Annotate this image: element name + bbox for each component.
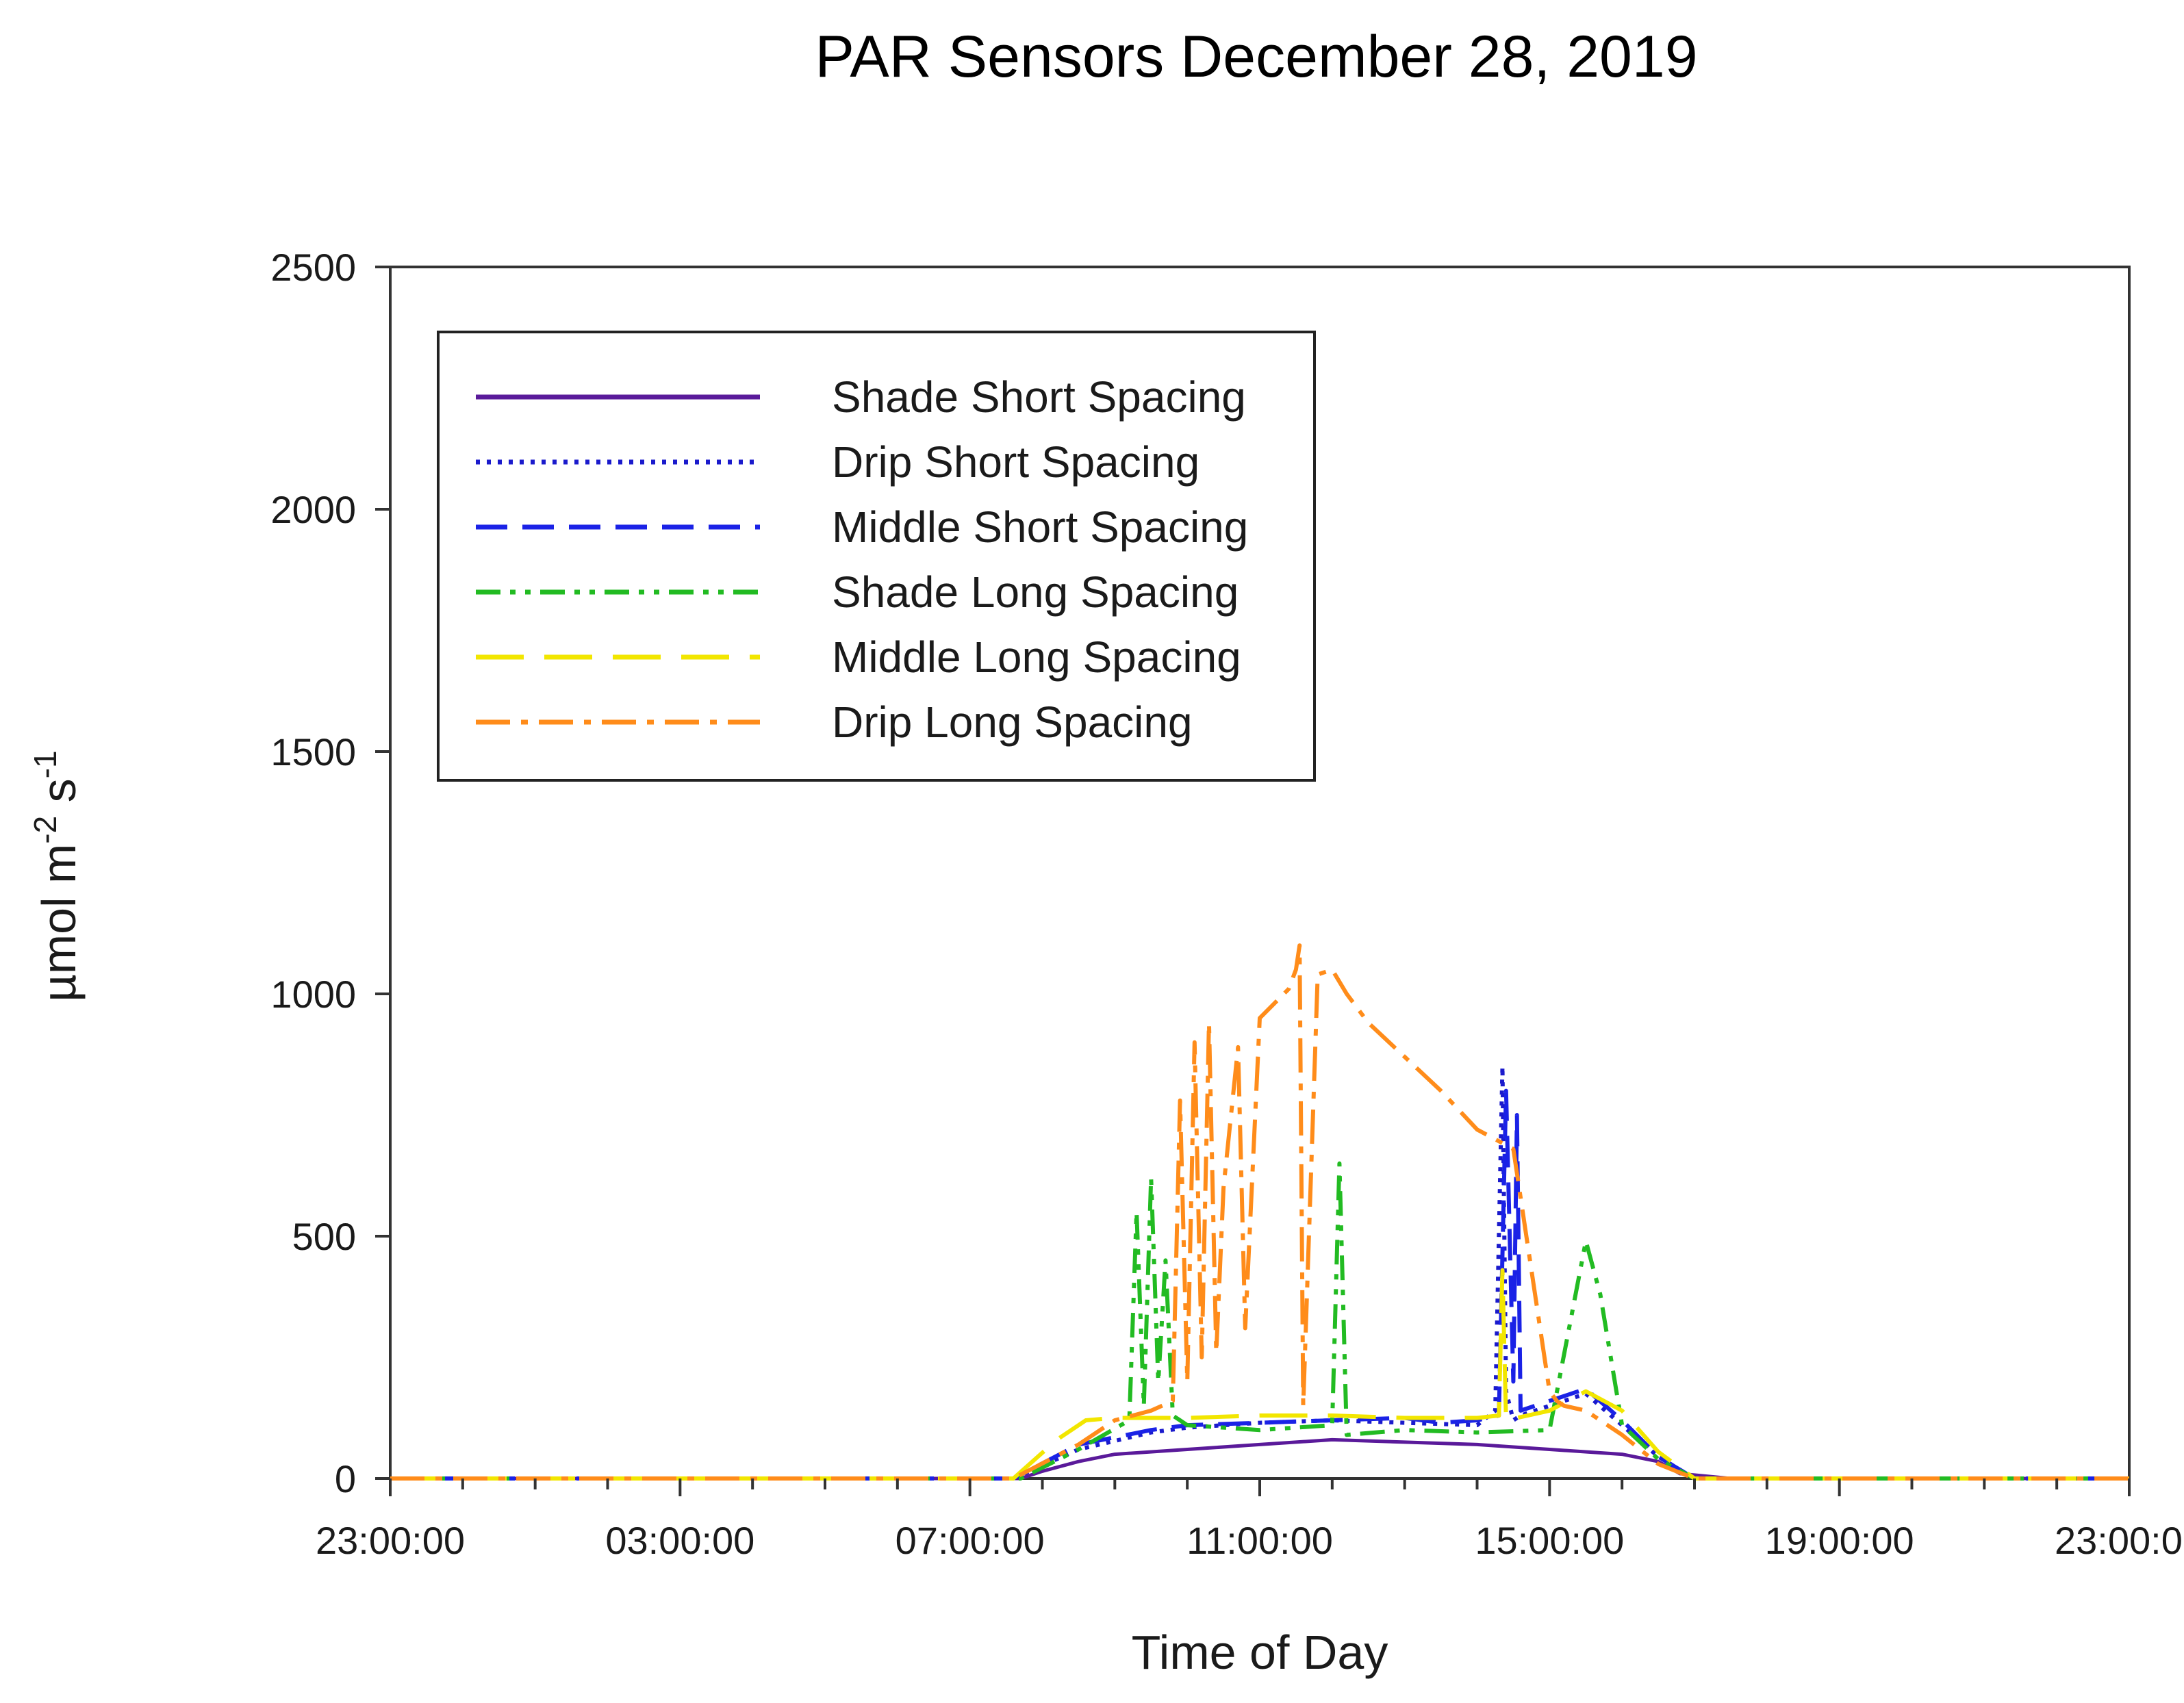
series-line-2 bbox=[390, 1088, 2129, 1481]
legend-label: Middle Short Spacing bbox=[832, 502, 1248, 552]
series-layer bbox=[390, 943, 2129, 1481]
x-axis-label: Time of Day bbox=[1132, 1626, 1388, 1679]
x-tick-label: 11:00:00 bbox=[1186, 1519, 1333, 1562]
series-line-0 bbox=[390, 1437, 2129, 1481]
y-tick-label: 500 bbox=[292, 1215, 356, 1258]
series-line-3 bbox=[390, 1161, 2129, 1481]
y-axis: 0 500 1000 1500 2000 2500 bbox=[270, 246, 390, 1500]
y-axis-label: µmol m-2 s-1 bbox=[27, 750, 86, 1001]
legend-label: Shade Long Spacing bbox=[832, 567, 1239, 617]
x-tick-label: 23:00:00 bbox=[316, 1519, 465, 1562]
legend-label: Middle Long Spacing bbox=[832, 632, 1241, 682]
x-tick-label: 15:00:00 bbox=[1475, 1519, 1624, 1562]
x-tick-label: 23:00:00 bbox=[2055, 1519, 2184, 1562]
x-axis: 23:00:00 03:00:00 07:00:00 11:00:00 15:00:00… bbox=[316, 1478, 2184, 1562]
legend-label: Drip Long Spacing bbox=[832, 697, 1193, 747]
chart-title: PAR Sensors December 28, 2019 bbox=[815, 24, 1697, 90]
legend-label: Drip Short Spacing bbox=[832, 437, 1199, 487]
x-tick-label: 19:00:00 bbox=[1765, 1519, 1914, 1562]
y-tick-label: 1500 bbox=[270, 730, 356, 773]
legend-box bbox=[437, 331, 1316, 782]
y-tick-label: 1000 bbox=[270, 973, 356, 1016]
y-tick-label: 0 bbox=[335, 1457, 356, 1500]
series-line-5 bbox=[390, 943, 2129, 1481]
legend: Shade Short Spacing Drip Short Spacing Mid… bbox=[437, 331, 1316, 782]
series-line-4 bbox=[390, 1268, 2129, 1481]
x-tick-label: 03:00:00 bbox=[605, 1519, 754, 1562]
y-tick-label: 2000 bbox=[270, 488, 356, 531]
x-tick-label: 07:00:00 bbox=[896, 1519, 1045, 1562]
legend-label: Shade Short Spacing bbox=[832, 372, 1246, 422]
y-tick-label: 2500 bbox=[270, 246, 356, 289]
